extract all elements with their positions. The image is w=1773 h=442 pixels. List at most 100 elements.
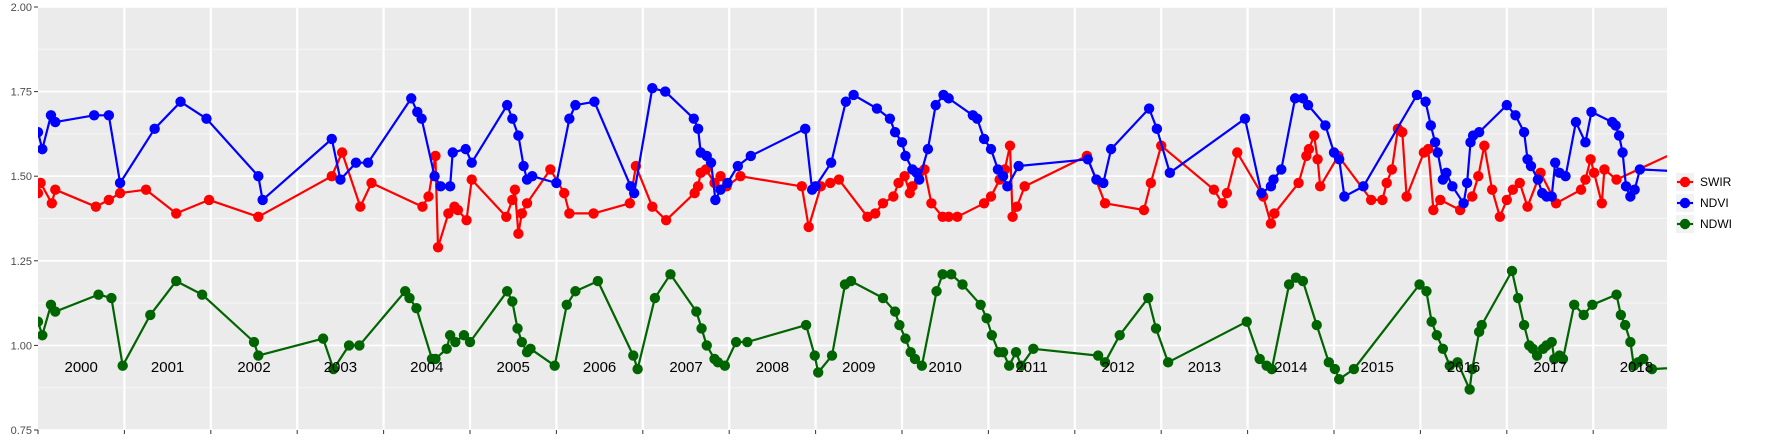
year-label: 2012 [1101,359,1134,376]
ndvi-point [660,86,671,97]
ndvi-point [1105,143,1117,155]
year-label: 2018 [1620,359,1653,376]
swir-point [1575,184,1587,195]
ndwi-point [1763,239,1773,249]
ndwi-point [800,319,812,331]
ndwi-point [1611,289,1622,300]
ndwi-point [1092,350,1104,361]
ndwi-point [1426,316,1437,327]
ndwi-point [1730,364,1740,374]
ndwi-point [1437,343,1449,354]
swir-point [513,228,524,239]
year-label: 2015 [1361,359,1394,376]
swir-point [443,208,454,219]
ndwi-point [665,269,676,280]
ndwi-point [1114,330,1125,341]
swir-point [943,211,954,223]
ndwi-point [628,350,639,361]
ndwi-point [981,313,992,324]
ndwi-point [1709,361,1719,371]
ndwi-point [997,346,1009,358]
ndvi-point [1732,195,1742,205]
ndvi-point [38,127,44,138]
ndwi-point [354,340,365,351]
year-label: 2003 [324,359,357,376]
swir-point [1232,147,1243,158]
swir-point [1386,164,1398,175]
ndwi-point [1452,357,1463,368]
swir-point [1467,191,1478,202]
ndwi-point [1531,350,1543,361]
swir-point [558,187,570,199]
swir-point [1585,154,1596,165]
minor-gridlines [38,48,1667,389]
ndvi-point [1339,191,1350,202]
ndvi-point [326,133,337,145]
swir-point [647,201,658,212]
swir-point [90,201,102,212]
swir-point [1588,167,1600,179]
swir-point [1138,204,1150,216]
swir-point [1428,204,1439,216]
ndvi-point [985,143,997,155]
ndvi-point [825,157,837,168]
swir-point [1677,144,1687,154]
ndwi-point [1725,357,1735,367]
ndvi-point [1617,147,1628,158]
ndwi-point [592,275,604,287]
ndwi-point [809,350,820,361]
ndvi-point [715,184,726,195]
ndvi-point [466,157,477,168]
ndvi-point [628,187,640,199]
swir-point [50,184,61,195]
swir-point [501,211,512,223]
ndvi-point [1560,171,1571,182]
ndwi-point [1311,319,1322,331]
year-label: 2007 [669,359,702,376]
swir-point [1494,211,1506,223]
ndvi-point [435,181,446,192]
swir-point [507,194,518,206]
swir-point [1580,174,1591,185]
ndvi-point [647,83,658,94]
ndvi-point [1758,73,1768,83]
ndwi-point [50,306,61,317]
ndwi-point [1323,357,1335,368]
y-tick-label: 1.25 [11,256,32,268]
ndvi-point [362,157,374,168]
ndvi-point [447,147,458,158]
year-label: 2013 [1188,359,1221,376]
year-label: 2000 [65,359,98,376]
y-tick-label: 1.75 [11,87,32,99]
swir-point [253,211,264,223]
swir-point [1479,140,1490,151]
series-layer [38,73,1773,395]
swir-point [1522,201,1533,212]
ndvi-point [1420,96,1431,107]
swir-point [1007,211,1018,223]
ndvi-point [1473,127,1485,138]
swir-point [1599,164,1610,175]
swir-point [715,171,726,182]
ndwi-point [877,292,889,304]
ndvi-point [1447,181,1458,192]
ndvi-point [848,89,859,101]
ndvi-point [1570,116,1582,128]
ndwi-point [1431,330,1443,341]
ndwi-point [957,279,968,290]
ndvi-point [1358,181,1369,192]
swir-point [46,198,58,209]
ndvi-point [1302,99,1314,111]
ndvi-point [1525,160,1537,172]
ndwi-point [916,360,928,371]
ndwi-point [649,292,661,304]
swir-point [735,171,746,182]
ndwi-point [975,299,986,310]
ndwi-point [441,343,452,354]
ndwi-point [909,353,921,365]
ndwi-point [516,336,528,348]
year-label: 2017 [1533,359,1566,376]
ndvi-point [253,171,264,182]
ndwi-point [1016,360,1027,371]
swir-point [509,184,521,195]
